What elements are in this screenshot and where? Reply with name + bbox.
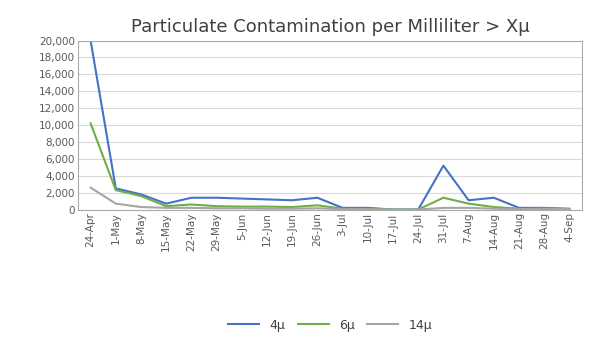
14μ	[289, 207, 296, 211]
4μ	[440, 164, 447, 168]
4μ	[188, 196, 195, 200]
6μ	[238, 204, 245, 209]
4μ	[515, 206, 523, 210]
6μ	[465, 201, 472, 206]
4μ	[364, 206, 371, 210]
6μ	[87, 121, 94, 125]
6μ	[213, 204, 220, 208]
Line: 6μ: 6μ	[91, 123, 569, 210]
14μ	[87, 186, 94, 190]
Title: Particulate Contamination per Milliliter > Xμ: Particulate Contamination per Milliliter…	[131, 18, 529, 36]
4μ	[238, 196, 245, 200]
14μ	[490, 207, 497, 211]
4μ	[314, 196, 321, 200]
6μ	[188, 202, 195, 207]
4μ	[541, 206, 548, 210]
6μ	[490, 205, 497, 209]
4μ	[137, 192, 145, 196]
4μ	[566, 207, 573, 211]
14μ	[163, 206, 170, 210]
14μ	[389, 208, 397, 212]
6μ	[112, 188, 119, 192]
6μ	[163, 204, 170, 208]
Legend: 4μ, 6μ, 14μ: 4μ, 6μ, 14μ	[223, 314, 437, 337]
14μ	[213, 206, 220, 210]
6μ	[440, 196, 447, 200]
6μ	[541, 207, 548, 211]
4μ	[87, 39, 94, 43]
14μ	[339, 207, 346, 211]
4μ	[490, 196, 497, 200]
14μ	[364, 207, 371, 211]
6μ	[415, 208, 422, 212]
14μ	[112, 201, 119, 206]
4μ	[389, 208, 397, 212]
6μ	[289, 205, 296, 209]
6μ	[389, 208, 397, 212]
4μ	[213, 196, 220, 200]
6μ	[339, 207, 346, 211]
6μ	[364, 207, 371, 211]
14μ	[137, 205, 145, 209]
4μ	[163, 201, 170, 206]
14μ	[188, 206, 195, 210]
14μ	[238, 206, 245, 210]
6μ	[566, 207, 573, 211]
6μ	[515, 207, 523, 211]
4μ	[289, 198, 296, 202]
14μ	[541, 207, 548, 211]
Line: 4μ: 4μ	[91, 41, 569, 210]
14μ	[515, 207, 523, 211]
14μ	[415, 208, 422, 212]
Line: 14μ: 14μ	[91, 188, 569, 210]
6μ	[314, 203, 321, 208]
14μ	[566, 207, 573, 211]
14μ	[440, 206, 447, 210]
14μ	[465, 206, 472, 210]
4μ	[112, 187, 119, 191]
4μ	[263, 197, 271, 201]
6μ	[263, 204, 271, 209]
14μ	[314, 206, 321, 210]
4μ	[465, 198, 472, 202]
6μ	[137, 194, 145, 198]
4μ	[415, 208, 422, 212]
4μ	[339, 206, 346, 210]
14μ	[263, 207, 271, 211]
